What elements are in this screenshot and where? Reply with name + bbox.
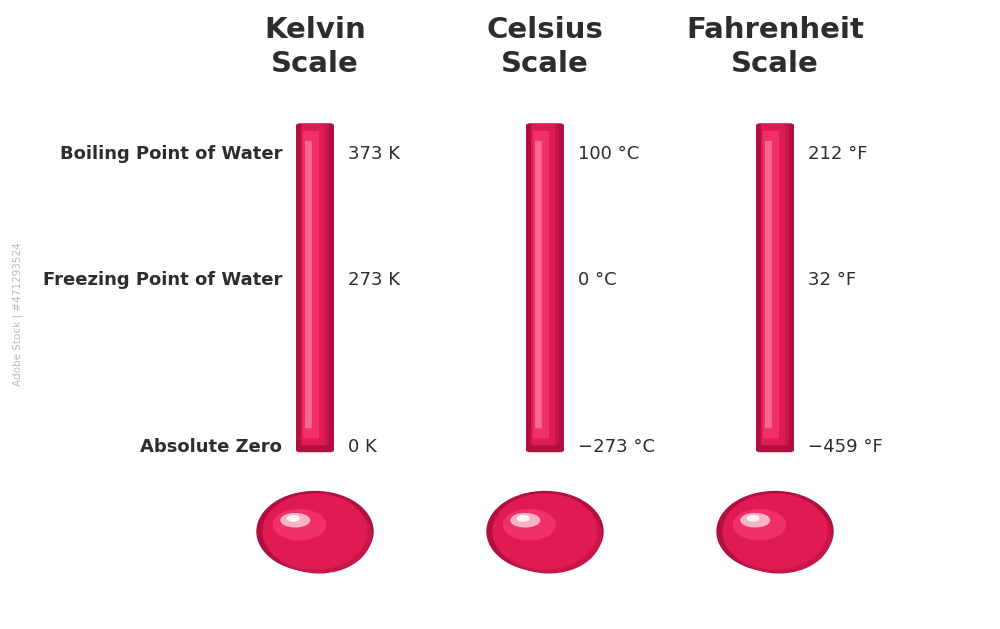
Ellipse shape [747,516,759,521]
FancyBboxPatch shape [532,124,559,445]
Text: 0 °C: 0 °C [578,271,617,289]
Text: Celsius
Scale: Celsius Scale [487,16,603,78]
Ellipse shape [503,509,555,540]
FancyBboxPatch shape [763,131,779,438]
FancyBboxPatch shape [756,123,794,452]
Ellipse shape [733,509,785,540]
Ellipse shape [741,514,770,527]
FancyBboxPatch shape [535,141,542,428]
Ellipse shape [281,514,310,527]
FancyBboxPatch shape [305,141,312,428]
Ellipse shape [487,491,603,572]
Ellipse shape [257,491,373,572]
Ellipse shape [493,494,597,569]
Ellipse shape [273,509,325,540]
Text: 32 °F: 32 °F [808,271,856,289]
FancyBboxPatch shape [533,131,549,438]
Ellipse shape [723,494,827,569]
Text: Boiling Point of Water: Boiling Point of Water [60,145,282,163]
Text: 0 K: 0 K [348,438,377,455]
FancyBboxPatch shape [765,141,772,428]
Text: 212 °F: 212 °F [808,145,868,163]
Text: 100 °C: 100 °C [578,145,639,163]
Ellipse shape [263,494,367,569]
Ellipse shape [727,498,831,573]
FancyBboxPatch shape [296,123,334,452]
FancyBboxPatch shape [762,124,789,445]
Ellipse shape [717,491,833,572]
Ellipse shape [267,498,371,573]
Text: Kelvin
Scale: Kelvin Scale [264,16,366,78]
Text: Freezing Point of Water: Freezing Point of Water [43,271,282,289]
FancyBboxPatch shape [301,124,325,445]
Ellipse shape [287,516,299,521]
FancyBboxPatch shape [526,123,564,452]
Text: Absolute Zero: Absolute Zero [140,438,282,455]
Ellipse shape [497,498,601,573]
Ellipse shape [517,516,529,521]
FancyBboxPatch shape [302,124,329,445]
Text: Adobe Stock | #471293524: Adobe Stock | #471293524 [13,243,23,386]
Text: 373 K: 373 K [348,145,400,163]
Text: −459 °F: −459 °F [808,438,883,455]
Text: −273 °C: −273 °C [578,438,655,455]
Text: 273 K: 273 K [348,271,400,289]
FancyBboxPatch shape [761,124,785,445]
Text: Fahrenheit
Scale: Fahrenheit Scale [686,16,864,78]
FancyBboxPatch shape [303,131,319,438]
Ellipse shape [511,514,540,527]
FancyBboxPatch shape [531,124,555,445]
